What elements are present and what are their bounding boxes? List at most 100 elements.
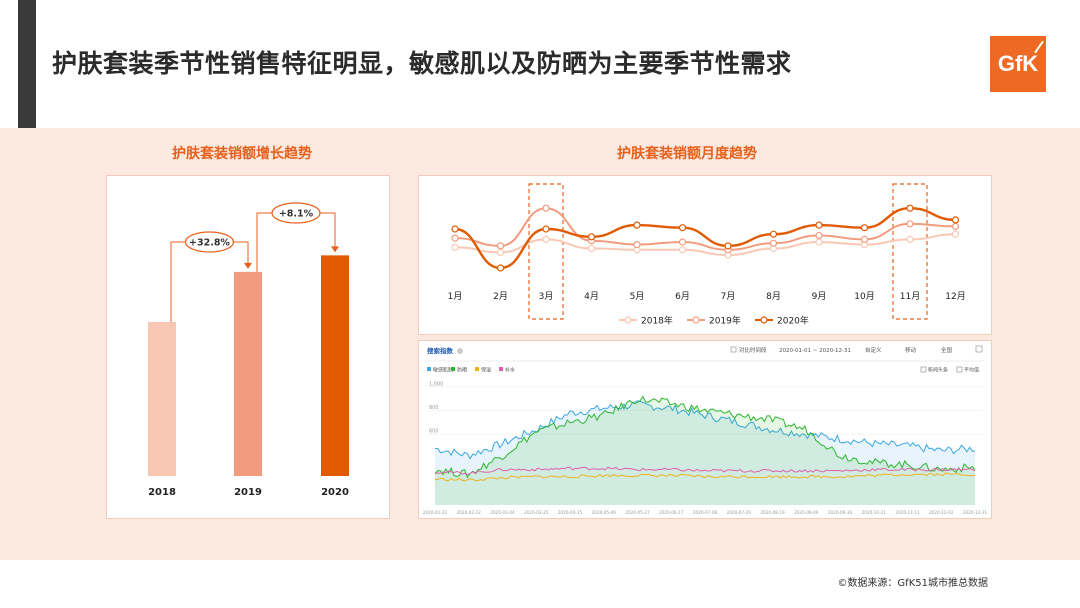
bar-tick-label: 2020 bbox=[321, 487, 349, 498]
logo-slash-mark bbox=[1034, 40, 1044, 54]
search-xtick: 2020-02-12 bbox=[457, 510, 482, 515]
search-xtick: 2020-11-11 bbox=[895, 510, 920, 515]
series-point-2020年 bbox=[542, 225, 550, 233]
title-accent-bar bbox=[18, 0, 36, 128]
bar-tick-label: 2018 bbox=[148, 487, 176, 498]
series-point-2018年 bbox=[906, 235, 914, 244]
search-ytick: 800 bbox=[429, 405, 439, 411]
month-tick-label: 2月 bbox=[493, 291, 508, 302]
compare-checkbox bbox=[730, 346, 737, 353]
month-tick-label: 12月 bbox=[945, 291, 965, 302]
month-tick-label: 1月 bbox=[448, 291, 463, 302]
month-tick-label: 3月 bbox=[539, 291, 554, 302]
series-point-2020年 bbox=[769, 230, 778, 238]
search-line-防晒 bbox=[434, 395, 976, 479]
search-legend-label: 防晒 bbox=[457, 367, 467, 374]
month-tick-label: 7月 bbox=[721, 291, 736, 302]
series-point-2019年 bbox=[496, 242, 505, 250]
search-xtick: 2020-07-08 bbox=[693, 510, 718, 515]
search-line-补水 bbox=[434, 466, 976, 476]
date-range: 2020-01-01 ~ 2020-12-31 bbox=[779, 348, 851, 354]
export-icon bbox=[975, 345, 983, 353]
search-line-敏感肌肤 bbox=[434, 400, 976, 460]
series-point-2019年 bbox=[633, 240, 641, 249]
search-xtick: 2020-08-19 bbox=[760, 510, 785, 515]
average-checkbox bbox=[956, 366, 963, 373]
search-index-title: 搜索指数 bbox=[427, 346, 454, 355]
region-dropdown: 全国 bbox=[941, 346, 953, 354]
search-xtick: 2020-04-15 bbox=[558, 510, 583, 515]
month-tick-label: 9月 bbox=[812, 291, 827, 302]
growth-bubble bbox=[184, 231, 235, 253]
highlight-box-3月 bbox=[528, 183, 564, 320]
bar-2020 bbox=[321, 255, 349, 476]
series-line-2018年 bbox=[454, 233, 956, 257]
logo-text: GfK bbox=[997, 51, 1039, 76]
search-legend-swatch bbox=[499, 367, 503, 371]
search-xtick: 2020-09-30 bbox=[828, 510, 853, 515]
series-point-2019年 bbox=[451, 234, 459, 242]
average-label: 平均值 bbox=[964, 367, 979, 374]
search-index-panel: 搜索指数 对比时间段 2020-01-01 ~ 2020-12-31 自定义 移动 全国敏… bbox=[418, 340, 992, 519]
month-tick-label: 6月 bbox=[675, 291, 690, 302]
search-xtick: 2020-07-29 bbox=[727, 510, 752, 515]
legend-label: 2020年 bbox=[777, 315, 809, 327]
search-legend-swatch bbox=[451, 367, 455, 371]
search-xtick: 2020-06-17 bbox=[659, 510, 684, 515]
series-point-2019年 bbox=[860, 235, 869, 244]
source-footer: ©数据来源：GfK51城市推总数据 bbox=[837, 578, 988, 589]
legend-label: 2018年 bbox=[641, 315, 673, 327]
series-point-2019年 bbox=[951, 222, 960, 231]
search-xtick: 2020-12-31 bbox=[963, 510, 988, 515]
legend-label: 2019年 bbox=[709, 315, 741, 327]
search-xtick: 2020-09-09 bbox=[794, 510, 819, 515]
device-dropdown: 移动 bbox=[905, 346, 917, 354]
line-chart-title: 护肤套装销额月度趋势 bbox=[617, 146, 757, 162]
gfk-logo: GfK bbox=[990, 36, 1046, 92]
search-xtick: 2020-03-04 bbox=[490, 510, 515, 515]
search-xtick: 2020-05-06 bbox=[592, 510, 617, 515]
series-point-2020年 bbox=[724, 242, 732, 250]
growth-label: +32.8% bbox=[189, 238, 230, 249]
growth-arrowhead bbox=[331, 246, 339, 253]
growth-bubble bbox=[271, 202, 321, 224]
growth-arrowhead bbox=[244, 262, 252, 269]
search-line-保湿 bbox=[434, 472, 976, 482]
series-point-2019年 bbox=[815, 231, 823, 240]
search-xtick: 2020-01-22 bbox=[423, 510, 448, 515]
bar-chart-title: 护肤套装销额增长趋势 bbox=[172, 146, 312, 162]
legend-swatch-dot bbox=[760, 316, 768, 324]
legend-swatch-dot bbox=[692, 316, 700, 324]
series-point-2018年 bbox=[451, 243, 459, 251]
month-tick-label: 4月 bbox=[584, 291, 599, 302]
search-ytick: 600 bbox=[429, 429, 439, 435]
search-xtick: 2020-03-25 bbox=[524, 510, 549, 515]
search-ytick: 1,000 bbox=[429, 382, 443, 388]
series-point-2020年 bbox=[587, 233, 596, 241]
monthly-line-chart: 1月 2月 3月 4月 5月 6月 7月 8月 9月 10月 11月 12月 2018年 2019年 202… bbox=[448, 183, 966, 327]
series-line-2020年 bbox=[454, 206, 956, 270]
custom-dropdown: 自定义 bbox=[865, 346, 882, 354]
series-point-2020年 bbox=[451, 225, 459, 233]
search-legend-label: 敏感肌肤 bbox=[433, 367, 453, 374]
series-point-2020年 bbox=[860, 224, 869, 232]
search-area-敏感肌肤 bbox=[435, 400, 975, 505]
search-index-chart: 搜索指数 对比时间段 2020-01-01 ~ 2020-12-31 自定义 移动 全国敏… bbox=[423, 345, 988, 515]
growth-label: +8.1% bbox=[279, 209, 314, 220]
legend-swatch-dot bbox=[624, 316, 632, 324]
series-point-2018年 bbox=[587, 244, 596, 253]
series-point-2019年 bbox=[906, 220, 914, 228]
series-point-2019年 bbox=[542, 204, 550, 212]
search-xtick: 2020-05-27 bbox=[625, 510, 650, 515]
series-point-2018年 bbox=[815, 238, 823, 246]
search-legend-swatch bbox=[475, 367, 479, 371]
bar-chart: 2018 2019 2020 +32.8% +8.1% bbox=[148, 202, 349, 498]
highlight-box-11月 bbox=[892, 183, 928, 320]
bar-2018 bbox=[148, 322, 176, 476]
series-point-2019年 bbox=[769, 239, 778, 247]
series-point-2018年 bbox=[951, 230, 960, 238]
month-tick-label: 8月 bbox=[766, 291, 781, 302]
series-point-2020年 bbox=[633, 221, 641, 229]
bar-chart-panel: 2018 2019 2020 +32.8% +8.1% bbox=[106, 175, 390, 519]
search-legend-label: 补水 bbox=[505, 367, 515, 374]
